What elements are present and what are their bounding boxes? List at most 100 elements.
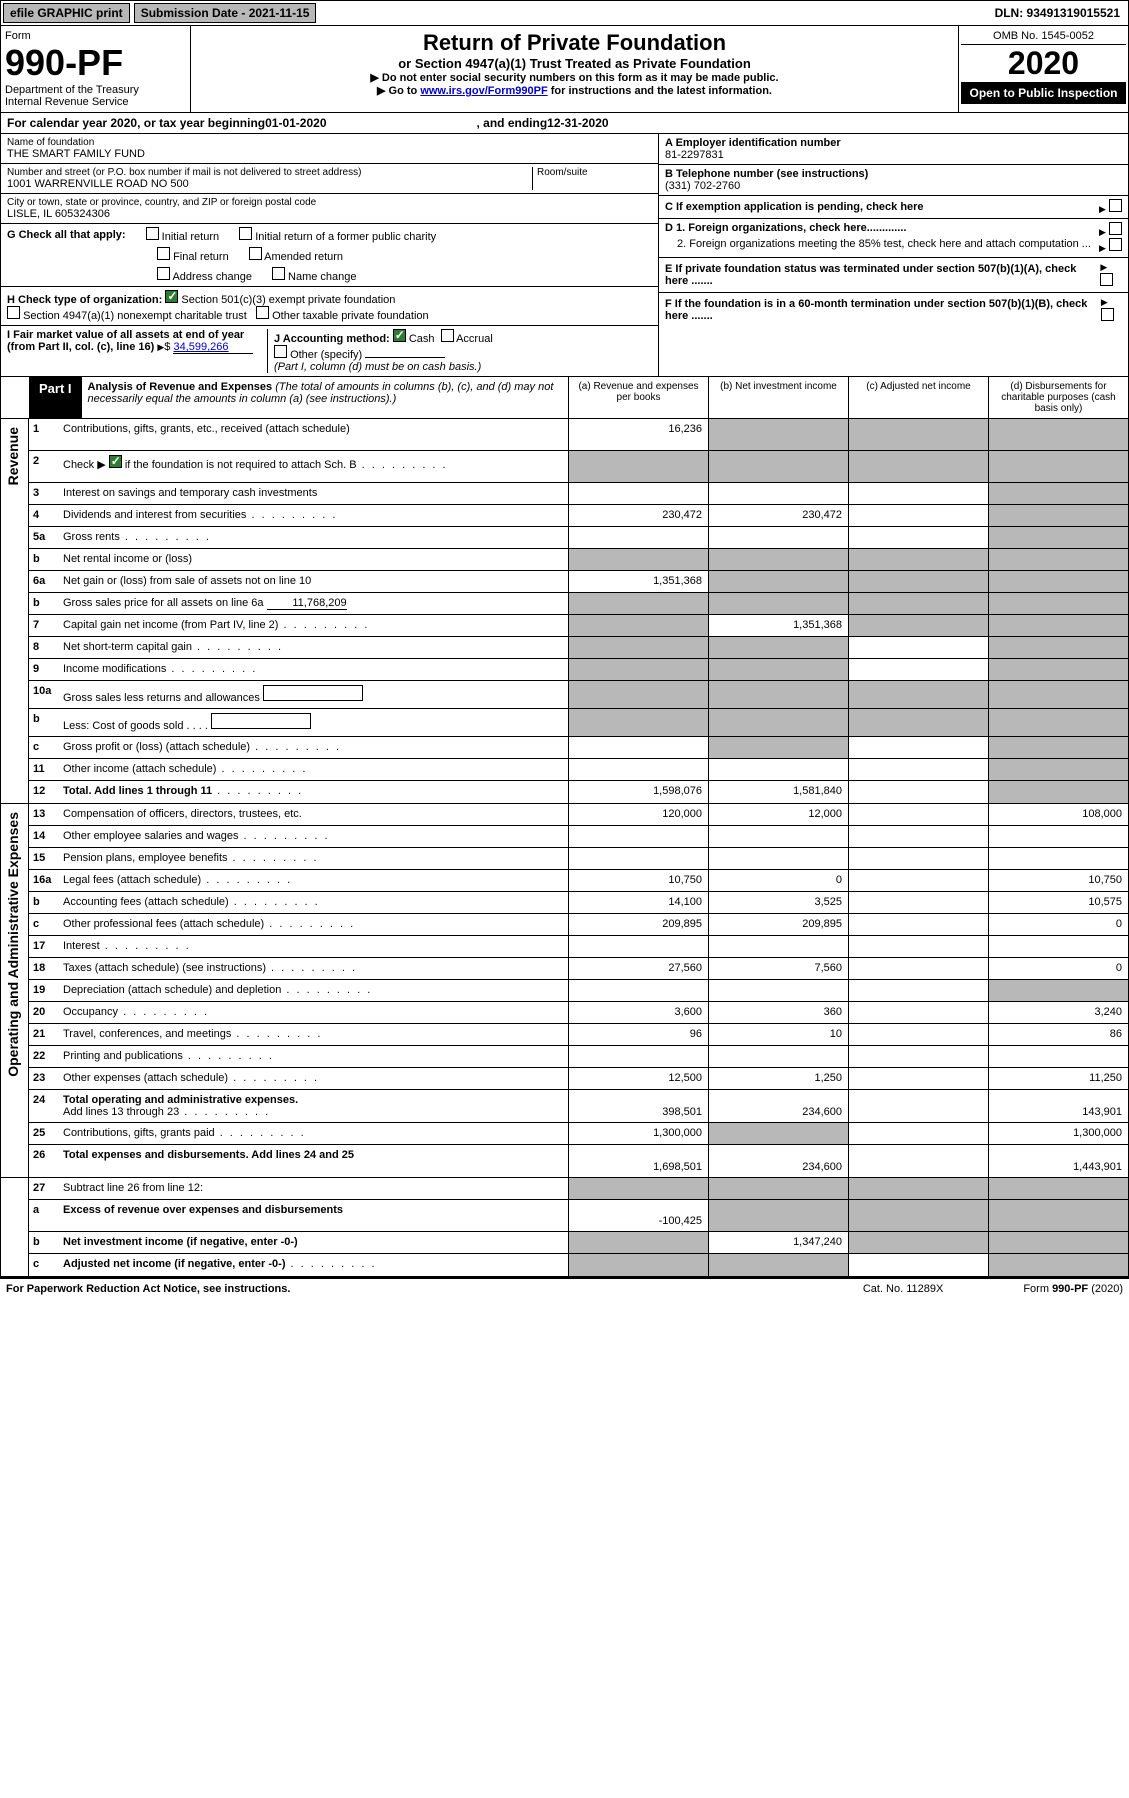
line-11-desc: Other income (attach schedule)	[63, 763, 216, 775]
tax-year: 2020	[961, 45, 1126, 82]
ein-value: 81-2297831	[665, 149, 1122, 161]
line-24-b: 234,600	[708, 1090, 848, 1122]
cb-exemption-pending[interactable]	[1109, 199, 1122, 212]
line-6a-a: 1,351,368	[568, 571, 708, 592]
efile-button[interactable]: efile GRAPHIC print	[3, 3, 130, 23]
cb-other-method[interactable]	[274, 345, 287, 358]
line-24-desc2: Add lines 13 through 23	[63, 1106, 179, 1118]
submission-date: Submission Date - 2021-11-15	[134, 3, 317, 23]
part-i-title: Analysis of Revenue and Expenses	[88, 381, 273, 393]
line-23-desc: Other expenses (attach schedule)	[63, 1072, 228, 1084]
g-final: Final return	[173, 251, 229, 263]
line-16a-b: 0	[708, 870, 848, 891]
line-6b-val: 11,768,209	[267, 597, 347, 610]
line-10b-desc: Less: Cost of goods sold	[63, 720, 183, 732]
j-note: (Part I, column (d) must be on cash basi…	[274, 361, 481, 373]
line-10c-desc: Gross profit or (loss) (attach schedule)	[63, 741, 250, 753]
line-16c-a: 209,895	[568, 914, 708, 935]
cb-foreign-org[interactable]	[1109, 222, 1122, 235]
line-9-desc: Income modifications	[63, 663, 166, 675]
line-4-b: 230,472	[708, 505, 848, 526]
line-1-a: 16,236	[568, 419, 708, 450]
line-27-desc: Subtract line 26 from line 12:	[61, 1178, 568, 1199]
line-24-desc: Total operating and administrative expen…	[63, 1094, 298, 1106]
j-cash: Cash	[409, 333, 435, 345]
open-to-public: Open to Public Inspection	[961, 82, 1126, 104]
omb-number: OMB No. 1545-0052	[961, 28, 1126, 45]
h-other: Other taxable private foundation	[272, 310, 429, 322]
cb-foreign-85[interactable]	[1109, 238, 1122, 251]
line-21-b: 10	[708, 1024, 848, 1045]
line-23-b: 1,250	[708, 1068, 848, 1089]
line-12-a: 1,598,076	[568, 781, 708, 803]
cb-other-taxable[interactable]	[256, 306, 269, 319]
foundation-city: LISLE, IL 605324306	[7, 208, 652, 220]
city-label: City or town, state or province, country…	[7, 197, 652, 208]
line-13-d: 108,000	[988, 804, 1128, 825]
cb-initial-return[interactable]	[146, 227, 159, 240]
form-header: Form 990-PF Department of the Treasury I…	[0, 26, 1129, 113]
h-501c3: Section 501(c)(3) exempt private foundat…	[181, 294, 395, 306]
form-subtitle: or Section 4947(a)(1) Trust Treated as P…	[195, 56, 954, 71]
d2-label: 2. Foreign organizations meeting the 85%…	[665, 238, 1091, 254]
cb-4947[interactable]	[7, 306, 20, 319]
cb-cash[interactable]	[393, 329, 406, 342]
cb-name-change[interactable]	[272, 267, 285, 280]
room-label: Room/suite	[537, 167, 652, 178]
calendar-year-row: For calendar year 2020, or tax year begi…	[0, 113, 1129, 134]
line-26-b: 234,600	[708, 1145, 848, 1177]
line-26-desc: Total expenses and disbursements. Add li…	[63, 1149, 354, 1161]
line-21-d: 86	[988, 1024, 1128, 1045]
line-16b-b: 3,525	[708, 892, 848, 913]
form-number: 990-PF	[5, 42, 186, 84]
line-15-desc: Pension plans, employee benefits	[63, 852, 228, 864]
irs: Internal Revenue Service	[5, 96, 186, 108]
note-goto-end: for instructions and the latest informat…	[548, 85, 772, 97]
note-goto: ▶ Go to	[377, 85, 420, 97]
cb-sch-b[interactable]	[109, 455, 122, 468]
fair-market-value[interactable]: 34,599,266	[173, 341, 253, 354]
g-amended: Amended return	[264, 251, 343, 263]
line-20-b: 360	[708, 1002, 848, 1023]
line-24-d: 143,901	[988, 1090, 1128, 1122]
col-b-header: (b) Net investment income	[708, 377, 848, 418]
cb-address-change[interactable]	[157, 267, 170, 280]
identification-section: Name of foundation THE SMART FAMILY FUND…	[0, 134, 1129, 377]
line-20-a: 3,600	[568, 1002, 708, 1023]
footer: For Paperwork Reduction Act Notice, see …	[0, 1277, 1129, 1299]
line-17-desc: Interest	[63, 940, 100, 952]
line-16c-b: 209,895	[708, 914, 848, 935]
line-27a-desc: Excess of revenue over expenses and disb…	[63, 1204, 343, 1216]
calyear-begin: 01-01-2020	[265, 116, 326, 130]
form990pf-link[interactable]: www.irs.gov/Form990PF	[420, 85, 547, 97]
h-4947: Section 4947(a)(1) nonexempt charitable …	[23, 310, 247, 322]
line-7-desc: Capital gain net income (from Part IV, l…	[63, 619, 278, 631]
revenue-vertical-label: Revenue	[1, 419, 25, 493]
cb-60month[interactable]	[1101, 308, 1114, 321]
line-7-b: 1,351,368	[708, 615, 848, 636]
line-18-b: 7,560	[708, 958, 848, 979]
line-12-b: 1,581,840	[708, 781, 848, 803]
line-26-d: 1,443,901	[988, 1145, 1128, 1177]
cb-amended-return[interactable]	[249, 247, 262, 260]
calyear-mid: , and ending	[477, 116, 548, 130]
line-4-desc: Dividends and interest from securities	[63, 509, 246, 521]
line-23-a: 12,500	[568, 1068, 708, 1089]
cb-initial-former[interactable]	[239, 227, 252, 240]
dln: DLN: 93491319015521	[989, 4, 1126, 22]
ein-label: A Employer identification number	[665, 137, 1122, 149]
footer-catno: Cat. No. 11289X	[863, 1283, 944, 1295]
part-i-header: Part I Analysis of Revenue and Expenses …	[0, 377, 1129, 419]
cb-final-return[interactable]	[157, 247, 170, 260]
g-name: Name change	[288, 271, 357, 283]
line-21-a: 96	[568, 1024, 708, 1045]
cb-status-terminated[interactable]	[1100, 273, 1113, 286]
line-26-a: 1,698,501	[568, 1145, 708, 1177]
j-accrual: Accrual	[456, 333, 493, 345]
line-27c-desc: Adjusted net income (if negative, enter …	[63, 1258, 285, 1270]
cb-501c3[interactable]	[165, 290, 178, 303]
line-27b-b: 1,347,240	[708, 1232, 848, 1253]
name-label: Name of foundation	[7, 137, 652, 148]
cb-accrual[interactable]	[441, 329, 454, 342]
line-16c-desc: Other professional fees (attach schedule…	[63, 918, 264, 930]
